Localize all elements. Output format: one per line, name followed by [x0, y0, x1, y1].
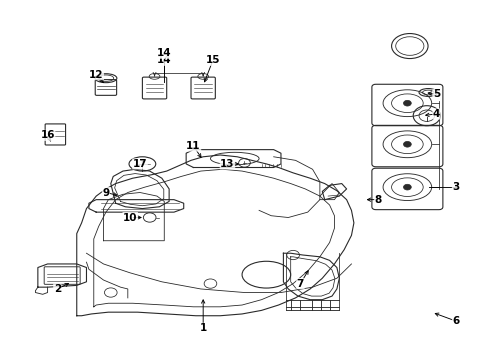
Text: 8: 8 — [374, 195, 381, 204]
Text: 5: 5 — [432, 89, 439, 99]
Text: 12: 12 — [89, 69, 103, 80]
Circle shape — [403, 184, 410, 190]
Text: 17: 17 — [132, 159, 147, 169]
Text: 14: 14 — [157, 48, 171, 58]
Text: 4: 4 — [432, 109, 439, 119]
Text: 1: 1 — [199, 323, 206, 333]
Text: 3: 3 — [451, 182, 459, 192]
Text: 7: 7 — [296, 279, 304, 289]
Text: 14: 14 — [157, 55, 171, 65]
Text: 6: 6 — [451, 316, 459, 326]
Text: 2: 2 — [54, 284, 61, 294]
Text: 11: 11 — [186, 141, 200, 151]
Text: 15: 15 — [205, 55, 220, 65]
Text: 10: 10 — [123, 212, 137, 222]
Text: 16: 16 — [40, 130, 55, 140]
Text: 13: 13 — [220, 159, 234, 169]
Circle shape — [403, 100, 410, 106]
Circle shape — [403, 141, 410, 147]
Text: 9: 9 — [102, 188, 109, 198]
